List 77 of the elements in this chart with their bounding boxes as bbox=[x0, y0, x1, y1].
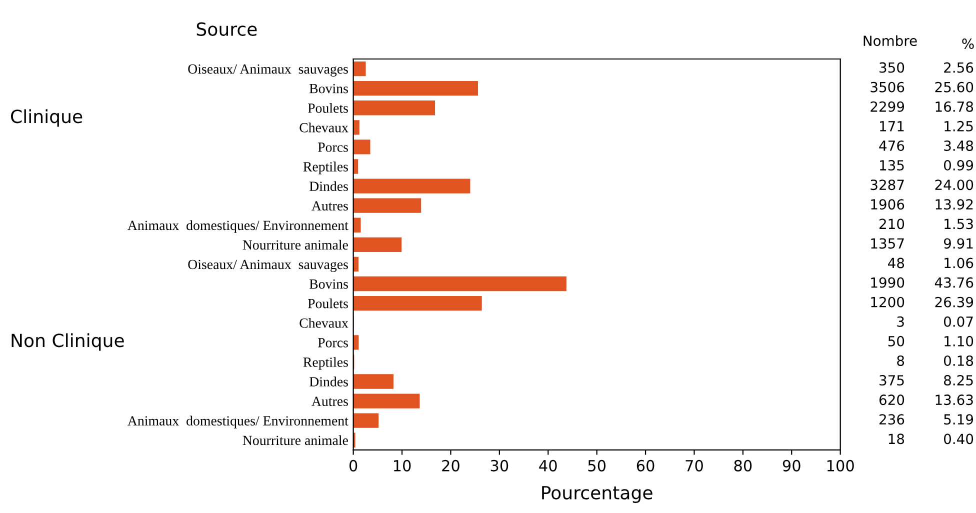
data-label: 1.53 bbox=[944, 218, 973, 230]
data-label: 1.10 bbox=[944, 336, 974, 346]
text: 3 bbox=[897, 316, 904, 327]
text: 48 bbox=[888, 258, 904, 268]
y-tick-label: Bovins bbox=[309, 84, 348, 94]
y-tick-label: Nourriture animale bbox=[242, 435, 348, 446]
y-tick-label: Animaux domestiques/ Environnement bbox=[128, 220, 348, 233]
data-label: 25.60 bbox=[935, 82, 974, 92]
y-tick-label: Nourriture animale bbox=[242, 240, 348, 250]
data-label: 0.18 bbox=[944, 355, 974, 366]
x-tick-label: 90 bbox=[782, 460, 800, 472]
x-tick-label: 0 bbox=[349, 460, 358, 472]
x-tick-label: 50 bbox=[588, 460, 606, 472]
y-tick-label: Chevaux bbox=[300, 318, 348, 328]
data-label: 2.56 bbox=[944, 62, 974, 73]
y-tick-label: Oiseaux/ Animaux sauvages bbox=[188, 260, 348, 272]
data-label: 13.63 bbox=[936, 394, 973, 406]
text: 620 bbox=[879, 394, 904, 406]
x-tick-label: 100 bbox=[827, 460, 854, 472]
data-label: 16.78 bbox=[936, 101, 974, 112]
y-tick-label: Reptiles bbox=[303, 162, 348, 174]
x-tick-label: 30 bbox=[490, 460, 508, 472]
text: % bbox=[962, 38, 974, 50]
data-label: 1.25 bbox=[944, 120, 973, 132]
y-tick-label: Oiseaux/ Animaux sauvages bbox=[188, 64, 348, 77]
y-tick-label: Dindes bbox=[310, 376, 348, 386]
text: Clinique bbox=[11, 109, 82, 127]
y-tick-label: Bovins bbox=[309, 279, 348, 289]
y-axis-title: Source bbox=[196, 22, 257, 36]
text: 2299 bbox=[870, 101, 904, 112]
text: 18 bbox=[888, 434, 904, 444]
data-label: 0.99 bbox=[944, 160, 974, 171]
text: 135 bbox=[880, 160, 904, 171]
text: 171 bbox=[880, 121, 904, 132]
x-tick-label: 60 bbox=[636, 460, 654, 472]
text: 1990 bbox=[871, 277, 904, 288]
y-tick-label: Reptiles bbox=[303, 357, 348, 370]
data-label: 9.91 bbox=[944, 238, 973, 249]
x-tick-label: 80 bbox=[734, 460, 752, 472]
text: 210 bbox=[880, 218, 904, 230]
text: Non Clinique bbox=[12, 333, 124, 351]
text: 350 bbox=[880, 62, 904, 73]
text: 50 bbox=[888, 336, 904, 346]
data-label: 24.00 bbox=[935, 180, 974, 190]
y-tick-label: Poulets bbox=[308, 103, 348, 113]
data-label: 26.39 bbox=[935, 296, 974, 308]
text: 1906 bbox=[871, 199, 904, 210]
x-axis-title: Pourcentage bbox=[542, 486, 652, 503]
y-tick-label: Porcs bbox=[318, 142, 348, 152]
text: 236 bbox=[880, 414, 904, 425]
y-tick-label: Dindes bbox=[310, 181, 348, 191]
y-tick-label: Poulets bbox=[308, 298, 348, 308]
text: 476 bbox=[879, 140, 904, 151]
data-label: 43.76 bbox=[934, 277, 974, 288]
data-label: 0.07 bbox=[944, 316, 973, 327]
text: 1200 bbox=[871, 296, 904, 308]
x-tick-label: 10 bbox=[394, 460, 411, 472]
data-label: 3.48 bbox=[944, 140, 974, 151]
text: 3287 bbox=[870, 180, 904, 190]
x-tick-label: 70 bbox=[686, 460, 703, 472]
data-label: 1.06 bbox=[944, 258, 974, 268]
x-tick-label: 20 bbox=[442, 460, 460, 472]
x-tick-label: 40 bbox=[539, 460, 557, 472]
y-tick-label: Animaux domestiques/ Environnement bbox=[128, 416, 348, 428]
text: 375 bbox=[880, 375, 904, 386]
text: 8 bbox=[897, 355, 904, 366]
data-label: 8.25 bbox=[944, 375, 973, 386]
data-label: 13.92 bbox=[936, 199, 973, 210]
data-label: 0.40 bbox=[944, 434, 974, 444]
text: 3506 bbox=[870, 82, 904, 92]
text: Nombre bbox=[864, 35, 917, 46]
y-tick-label: Porcs bbox=[318, 338, 348, 348]
text: 1357 bbox=[871, 238, 904, 249]
data-label: 5.19 bbox=[944, 414, 974, 425]
y-tick-label: Chevaux bbox=[300, 122, 348, 132]
y-tick-label: Autres bbox=[312, 396, 348, 406]
y-tick-label: Autres bbox=[312, 201, 348, 211]
